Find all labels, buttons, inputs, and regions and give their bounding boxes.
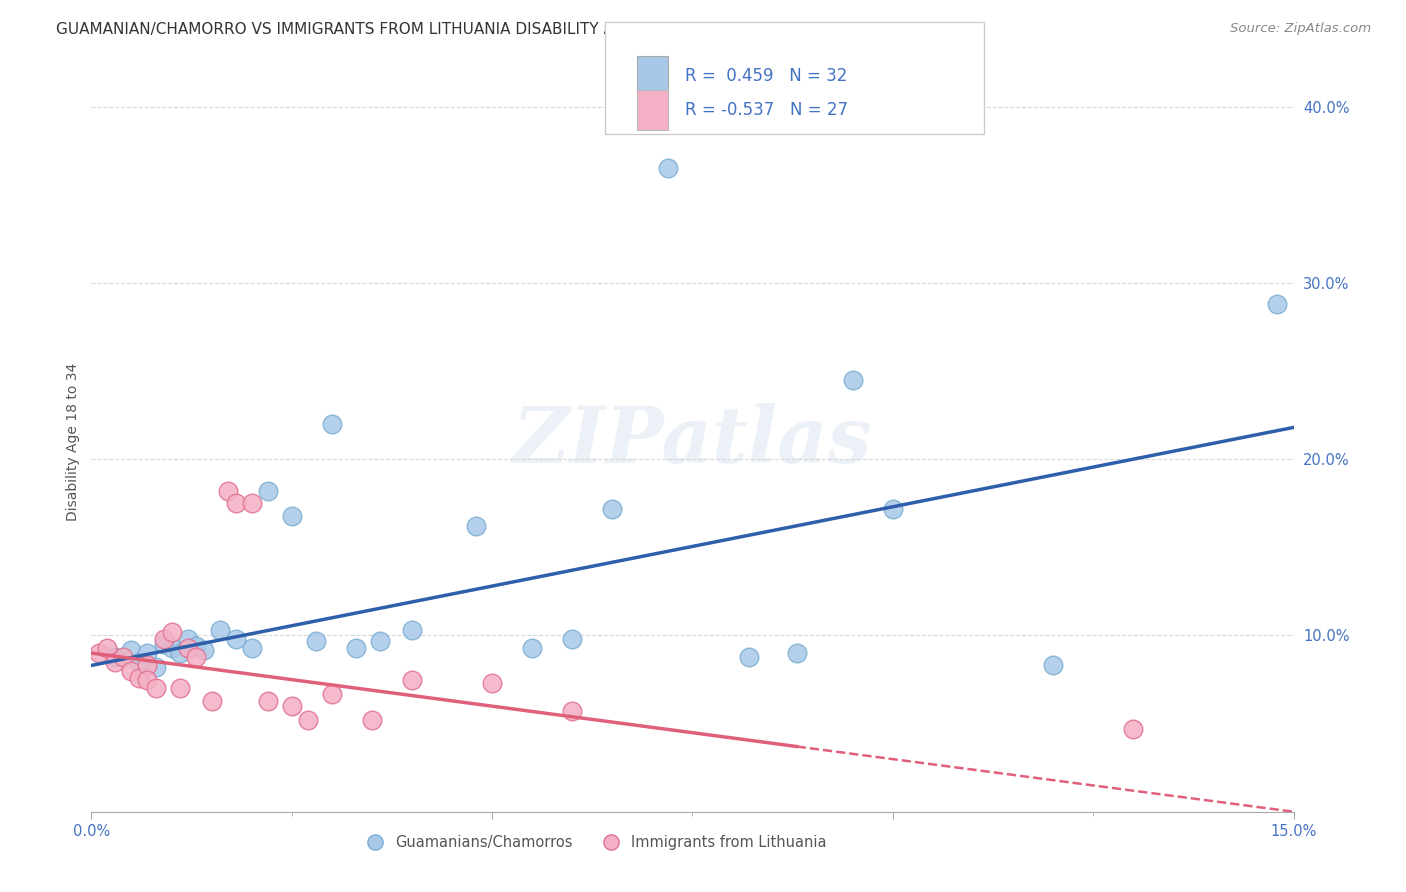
Text: R = -0.537   N = 27: R = -0.537 N = 27 (685, 101, 848, 119)
Point (401, 623, 423, 637)
Point (786, 646, 808, 660)
Point (160, 640, 183, 655)
Point (128, 671, 150, 685)
Text: ZIPatlas: ZIPatlas (513, 403, 872, 480)
Point (152, 632, 174, 646)
Point (256, 483, 278, 498)
Point (112, 649, 135, 664)
Point (240, 640, 263, 655)
Point (145, 660, 167, 674)
Point (297, 713, 319, 727)
Point (256, 694, 278, 708)
Point (89, 646, 111, 660)
Point (184, 649, 207, 664)
Point (169, 681, 191, 696)
Point (208, 623, 231, 637)
Legend: Guamanians/Chamorros, Immigrants from Lithuania: Guamanians/Chamorros, Immigrants from Li… (360, 830, 832, 856)
Point (145, 681, 167, 696)
Point (152, 637, 174, 651)
Point (1122, 722, 1144, 736)
Point (176, 640, 198, 655)
Point (104, 655, 127, 669)
Point (522, 640, 544, 655)
Point (602, 501, 624, 516)
Point (281, 508, 304, 523)
Point (184, 639, 207, 653)
Point (136, 658, 159, 673)
Point (1267, 297, 1289, 311)
Y-axis label: Disability Age 18 to 34: Disability Age 18 to 34 (66, 362, 80, 521)
Point (401, 673, 423, 687)
Point (225, 632, 247, 646)
Point (225, 496, 247, 510)
Point (121, 642, 143, 657)
Point (193, 642, 215, 657)
Point (344, 640, 367, 655)
Point (360, 713, 382, 727)
Point (96, 640, 118, 655)
Point (561, 704, 583, 718)
Point (882, 501, 904, 516)
Point (128, 655, 150, 669)
Point (465, 519, 488, 533)
Point (217, 483, 239, 498)
Point (160, 624, 183, 639)
Point (841, 373, 863, 387)
Point (136, 673, 159, 687)
Point (481, 676, 503, 690)
Text: Source: ZipAtlas.com: Source: ZipAtlas.com (1230, 22, 1371, 36)
Point (1042, 658, 1064, 673)
Text: GUAMANIAN/CHAMORRO VS IMMIGRANTS FROM LITHUANIA DISABILITY AGE 18 TO 34 CORRELAT: GUAMANIAN/CHAMORRO VS IMMIGRANTS FROM LI… (56, 22, 880, 37)
Point (321, 687, 343, 701)
Point (121, 664, 143, 678)
Point (305, 633, 328, 648)
Point (136, 646, 159, 660)
Point (176, 632, 198, 646)
Point (281, 698, 304, 713)
Point (321, 417, 343, 431)
Point (657, 161, 679, 176)
Point (104, 649, 127, 664)
Point (240, 496, 263, 510)
Point (737, 649, 759, 664)
Point (368, 633, 391, 648)
Point (561, 632, 583, 646)
Point (169, 646, 191, 660)
Point (201, 694, 224, 708)
Text: R =  0.459   N = 32: R = 0.459 N = 32 (685, 67, 846, 85)
